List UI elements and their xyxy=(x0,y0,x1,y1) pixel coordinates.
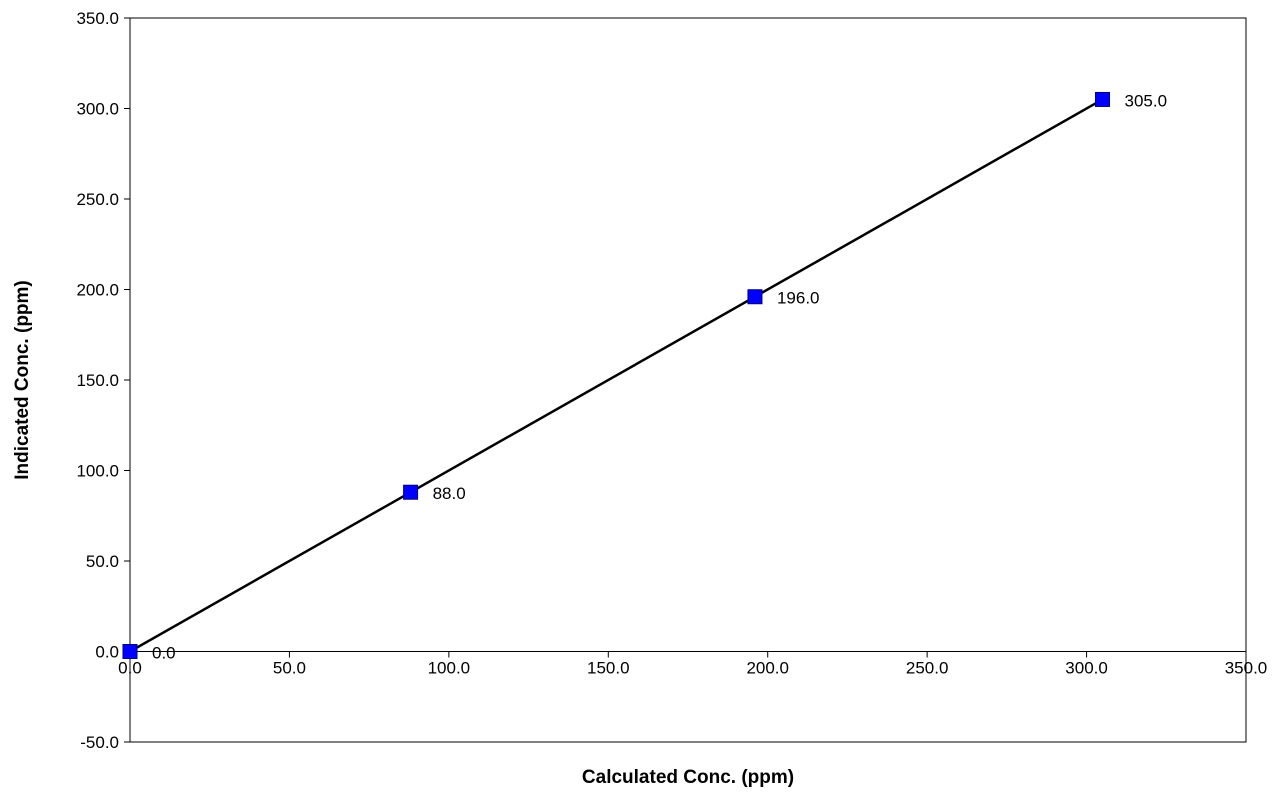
x-axis-title: Calculated Conc. (ppm) xyxy=(582,767,794,788)
x-tick-label: 300.0 xyxy=(1065,659,1108,678)
trend-line-path xyxy=(129,98,1104,653)
trend-line xyxy=(129,98,1104,653)
x-axis-ticks: 0.0 50.0 100.0 150.0 200.0 250.0 300.0 350.0 xyxy=(118,651,1268,678)
plot-area xyxy=(129,17,1247,743)
y-tick-label: 50.0 xyxy=(86,552,119,571)
data-point-label: 305.0 xyxy=(1125,91,1168,110)
x-tick-label: 150.0 xyxy=(587,659,630,678)
x-tick-label: 50.0 xyxy=(273,659,306,678)
data-point-marker xyxy=(747,289,763,305)
data-point-marker xyxy=(1095,91,1111,107)
x-tick-label: 350.0 xyxy=(1225,659,1268,678)
x-tick-label: 0.0 xyxy=(118,659,142,678)
data-point-marker xyxy=(122,644,138,659)
y-axis-title: Indicated Conc. (ppm) xyxy=(12,280,33,480)
y-tick-label: 100.0 xyxy=(76,462,119,481)
data-point-label: 196.0 xyxy=(777,289,820,308)
y-tick-label: 200.0 xyxy=(76,281,119,300)
y-tick-label: 150.0 xyxy=(76,371,119,390)
y-tick-label: 300.0 xyxy=(76,100,119,119)
y-tick-label: 250.0 xyxy=(76,190,119,209)
y-axis-ticks: -50.0 0.0 50.0 100.0 150.0 200.0 250.0 300.0 350… xyxy=(76,9,130,752)
y-tick-label: -50.0 xyxy=(80,733,119,752)
x-tick-label: 100.0 xyxy=(428,659,471,678)
data-point-marker xyxy=(403,484,419,500)
x-tick-label: 200.0 xyxy=(746,659,789,678)
y-tick-label: 350.0 xyxy=(76,9,119,28)
data-point-label: 0.0 xyxy=(152,644,176,663)
data-point-label: 88.0 xyxy=(433,484,466,503)
x-tick-label: 250.0 xyxy=(906,659,949,678)
data-labels: 0.0 88.0 196.0 305.0 xyxy=(152,91,1167,662)
data-points xyxy=(122,91,1111,659)
y-tick-label: 0.0 xyxy=(95,643,119,662)
